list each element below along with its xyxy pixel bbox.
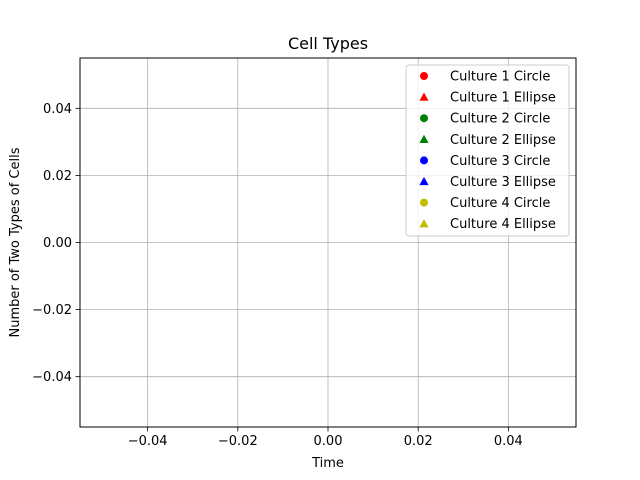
- legend-label: Culture 2 Ellipse: [450, 133, 556, 148]
- triangle-marker-icon: [419, 92, 429, 101]
- y-axis-ticks: −0.04 −0.02 0.00 0.02 0.04: [32, 102, 80, 385]
- circle-marker-icon: [420, 72, 428, 80]
- legend-label: Culture 4 Ellipse: [450, 217, 556, 232]
- legend-entry: Culture 4 Ellipse: [419, 217, 556, 232]
- legend-entry: Culture 3 Ellipse: [419, 175, 556, 190]
- circle-marker-icon: [420, 114, 428, 123]
- x-axis-label: Time: [311, 456, 344, 471]
- legend-label: Culture 1 Ellipse: [450, 91, 556, 106]
- legend-entry: Culture 2 Ellipse: [419, 133, 556, 148]
- triangle-marker-icon: [419, 219, 429, 228]
- y-tick-label: 0.02: [43, 169, 72, 184]
- x-tick-label: 0.00: [314, 434, 343, 449]
- x-tick-label: 0.02: [404, 434, 433, 449]
- legend: Culture 1 Circle Culture 1 Ellipse Culture…: [405, 64, 570, 237]
- y-tick-label: −0.02: [32, 303, 72, 318]
- y-tick-label: −0.04: [32, 370, 72, 385]
- legend-entry: Culture 4 Circle: [420, 196, 550, 211]
- y-tick-label: 0.00: [43, 236, 72, 251]
- y-tick-label: 0.04: [43, 102, 72, 117]
- legend-label: Culture 3 Circle: [450, 154, 550, 169]
- triangle-marker-icon: [419, 176, 429, 186]
- circle-marker-icon: [420, 156, 428, 165]
- triangle-marker-icon: [419, 134, 429, 143]
- legend-label: Culture 1 Circle: [450, 70, 550, 85]
- x-tick-label: −0.02: [218, 434, 258, 449]
- x-tick-label: −0.04: [128, 434, 168, 449]
- x-axis-ticks: −0.04 −0.02 0.00 0.02 0.04: [128, 427, 523, 449]
- legend-entry: Culture 2 Circle: [420, 112, 550, 127]
- legend-label: Culture 3 Ellipse: [450, 175, 556, 190]
- chart-title: Cell Types: [288, 34, 368, 53]
- legend-box: [405, 64, 570, 237]
- legend-entry: Culture 1 Ellipse: [419, 91, 556, 106]
- legend-entries: Culture 1 Circle Culture 1 Ellipse Culture…: [419, 70, 556, 232]
- legend-entry: Culture 1 Circle: [420, 70, 550, 85]
- legend-entry: Culture 3 Circle: [420, 154, 550, 169]
- y-axis-label: Number of Two Types of Cells: [8, 147, 23, 337]
- circle-marker-icon: [420, 198, 428, 207]
- legend-label: Culture 2 Circle: [450, 112, 550, 127]
- legend-label: Culture 4 Circle: [450, 196, 550, 211]
- x-tick-label: 0.04: [494, 434, 523, 449]
